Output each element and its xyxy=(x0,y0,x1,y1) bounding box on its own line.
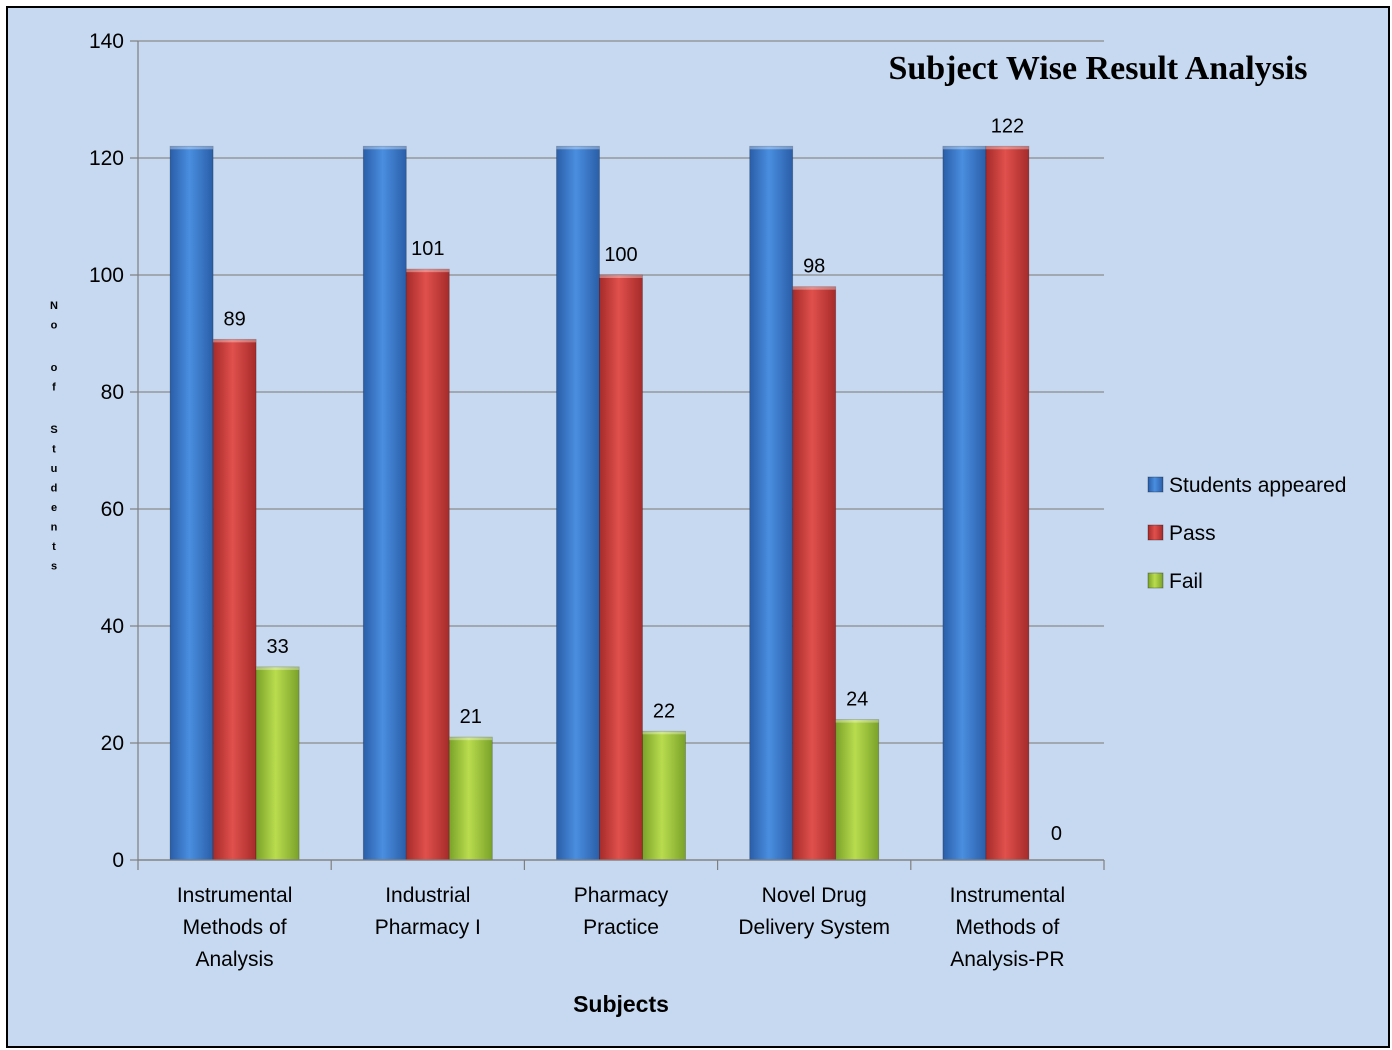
data-label: 0 xyxy=(1051,823,1062,845)
y-tick-label: 40 xyxy=(101,615,124,638)
category-label: Analysis-PR xyxy=(950,948,1064,971)
y-axis-label-char: t xyxy=(52,541,56,553)
bar-highlight xyxy=(642,731,686,735)
bar-highlight xyxy=(406,269,450,273)
bar-students-appeared xyxy=(942,145,987,861)
bar-pass xyxy=(985,145,1030,861)
y-axis-label-char: N xyxy=(50,300,58,312)
bar-students-appeared xyxy=(556,145,600,861)
y-axis-label-char: o xyxy=(51,320,58,332)
axes: 0 20 40 60 80 100 120 140 Instrumental Methods of… xyxy=(89,30,1105,971)
category-label: Pharmacy I xyxy=(375,916,481,939)
category-label: Instrumental xyxy=(950,884,1066,907)
data-label: 101 xyxy=(411,238,444,260)
data-label: 24 xyxy=(846,689,868,711)
bar-highlight xyxy=(449,737,493,741)
legend-label: Pass xyxy=(1169,522,1216,545)
bar-highlight xyxy=(749,146,793,150)
y-tick-label: 100 xyxy=(89,264,124,287)
category-label: Pharmacy xyxy=(574,884,669,907)
y-axis-label-char: e xyxy=(51,502,57,514)
y-axis-label-char: f xyxy=(52,382,56,394)
data-label: 33 xyxy=(266,636,288,658)
y-tick-label: 140 xyxy=(89,30,124,53)
bar-pass xyxy=(405,268,450,861)
bar-students-appeared xyxy=(362,145,407,861)
data-label: 122 xyxy=(991,115,1024,137)
bar-students-appeared xyxy=(749,145,794,861)
bar-fail xyxy=(835,719,880,861)
category-label: Practice xyxy=(583,916,659,939)
data-labels: 89 33 101 21 100 22 98 24 122 0 xyxy=(223,115,1061,845)
bar-highlight xyxy=(835,719,879,723)
y-axis-label-char: S xyxy=(50,424,57,436)
data-label: 22 xyxy=(653,700,675,722)
bar-highlight xyxy=(213,339,257,343)
bar-highlight xyxy=(599,275,643,278)
bar-students-appeared xyxy=(169,145,214,861)
category-label: Methods of xyxy=(183,916,287,939)
bar-pass xyxy=(792,286,837,861)
y-axis-label-char: n xyxy=(51,522,58,534)
legend-label: Fail xyxy=(1169,570,1203,593)
bar-fail xyxy=(255,666,300,861)
bar-fail xyxy=(448,736,493,861)
chart-title: Subject Wise Result Analysis xyxy=(888,50,1307,87)
category-label: Analysis xyxy=(195,948,273,971)
bar-highlight xyxy=(363,146,407,150)
y-axis-label-char: o xyxy=(51,362,58,374)
x-axis-label: Subjects xyxy=(573,991,669,1017)
y-tick-label: 60 xyxy=(101,498,124,521)
category-label: Methods of xyxy=(955,916,1059,939)
y-axis-label-char: d xyxy=(51,483,58,495)
bar-highlight xyxy=(170,146,214,150)
y-axis-label-char: u xyxy=(51,463,58,475)
category-label: Delivery System xyxy=(738,916,890,939)
bar-fail xyxy=(642,730,686,861)
bar-highlight xyxy=(942,146,986,150)
bar-highlight xyxy=(256,666,300,670)
y-tick-label: 120 xyxy=(89,147,124,170)
data-label: 98 xyxy=(803,256,825,278)
legend-swatch xyxy=(1147,476,1164,493)
bar-pass xyxy=(599,274,643,861)
data-label: 100 xyxy=(604,244,637,266)
data-label: 21 xyxy=(460,706,482,728)
category-label: Novel Drug xyxy=(762,884,867,907)
legend-label: Students appeared xyxy=(1169,474,1346,497)
bar-highlight xyxy=(792,286,836,290)
bar-pass xyxy=(212,338,257,861)
legend-swatch xyxy=(1147,572,1164,589)
legend-swatch xyxy=(1147,524,1164,541)
category-label: Instrumental xyxy=(177,884,293,907)
y-tick-label: 80 xyxy=(101,381,124,404)
y-axis-label-char: s xyxy=(51,561,57,573)
bar-highlight xyxy=(556,146,600,150)
bar-highlight xyxy=(985,146,1029,150)
data-label: 89 xyxy=(223,308,245,330)
bars xyxy=(169,145,1030,861)
y-tick-label: 20 xyxy=(101,732,124,755)
y-axis-label-char: t xyxy=(52,444,56,456)
legend: Students appeared Pass Fail xyxy=(1147,474,1346,593)
y-tick-label: 0 xyxy=(112,849,124,872)
category-label: Industrial xyxy=(385,884,470,907)
